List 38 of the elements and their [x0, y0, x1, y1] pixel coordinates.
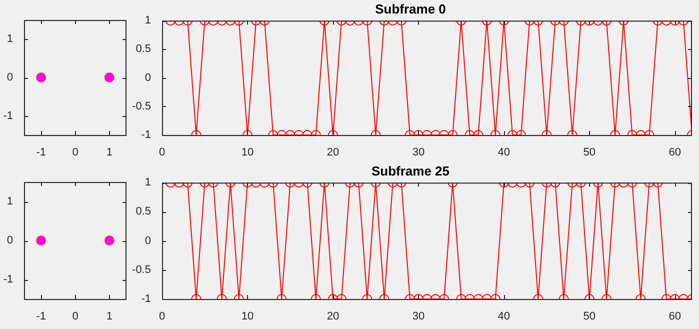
x-tick-label: 0 [72, 310, 78, 323]
y-tick-label: -1 [141, 293, 151, 306]
x-tick-label: 40 [498, 146, 510, 159]
x-tick-label: 60 [668, 310, 682, 323]
y-tick-label: 1 [6, 33, 13, 46]
x-tick-label: 1 [106, 310, 112, 323]
x-tick-label: 1 [106, 146, 112, 159]
x-tick-label: -1 [36, 146, 46, 159]
y-tick-label: 1 [144, 14, 151, 27]
y-tick-label: 0 [144, 72, 151, 84]
y-tick-label: 0 [6, 234, 13, 247]
chart-title: Subframe 0 [375, 1, 446, 16]
x-tick-label: 20 [326, 310, 340, 323]
x-tick-label: -1 [36, 310, 46, 323]
x-tick-label: 10 [241, 310, 254, 323]
x-tick-label: 40 [498, 310, 510, 323]
y-tick-label: 0.5 [136, 206, 151, 218]
y-tick-label: 1 [144, 176, 151, 189]
y-tick-label: -0.5 [132, 100, 151, 112]
x-tick-label: 0 [158, 146, 166, 159]
y-tick-label: -1 [141, 129, 151, 142]
y-tick-label: 1 [6, 196, 13, 208]
x-tick-label: 0 [158, 310, 166, 323]
x-tick-label: 60 [668, 146, 682, 159]
y-tick-label: 0.5 [136, 43, 151, 56]
y-tick-label: -0.5 [132, 264, 151, 276]
x-tick-label: 50 [583, 146, 596, 159]
x-tick-label: 0 [72, 146, 78, 159]
x-tick-label: 30 [412, 310, 425, 323]
y-tick-label: 0 [6, 72, 13, 84]
x-tick-label: 30 [412, 146, 425, 159]
x-tick-label: 20 [326, 146, 340, 159]
y-tick-label: -1 [3, 274, 13, 286]
y-tick-label: -1 [3, 110, 13, 122]
x-tick-label: 50 [583, 310, 596, 323]
x-tick-label: 10 [241, 146, 254, 159]
chart-title: Subframe 25 [371, 163, 450, 178]
y-tick-label: 0 [144, 234, 151, 247]
